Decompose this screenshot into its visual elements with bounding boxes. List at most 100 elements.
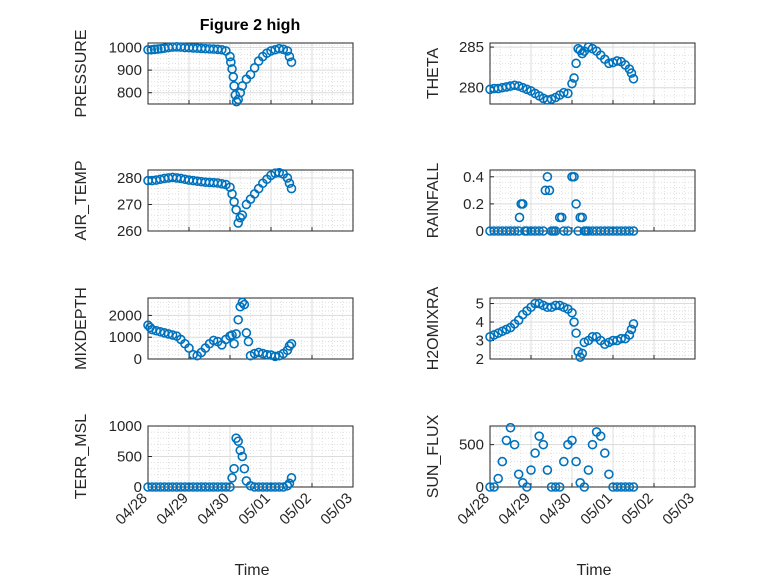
data-point	[558, 456, 569, 467]
data-point	[624, 330, 635, 340]
subplot-row4-left: 0 500 1000 04/28 04/29 04/30 05/01 05/02 05/03 TE…	[73, 414, 356, 529]
data-point	[243, 336, 254, 347]
data-point	[245, 69, 256, 80]
y-tick-label: 0.4	[463, 169, 484, 186]
y-tick-label: 900	[117, 62, 142, 79]
y-tick-label: 800	[117, 85, 142, 102]
data-point	[577, 348, 588, 359]
data-point	[522, 482, 532, 492]
data-point	[231, 329, 241, 339]
data-point	[235, 445, 246, 456]
y-axis-label: MIXDEPTH	[73, 287, 90, 370]
data-point	[228, 72, 239, 82]
data-point	[526, 465, 536, 475]
y-axis-label: AIR_TEMP	[73, 160, 90, 240]
data-point	[253, 183, 264, 194]
y-tick-label: 285	[459, 39, 484, 56]
y-tick-label: 4	[476, 314, 484, 331]
data-point	[493, 473, 504, 484]
x-tick-label: 05/01	[577, 490, 616, 529]
xlabel-right: Time	[577, 562, 612, 579]
data-point	[282, 173, 293, 183]
data-point	[239, 463, 250, 474]
subplot-row2-right: 0 0.2 0.4 RAINFALL	[425, 163, 696, 240]
data-point	[235, 212, 246, 223]
y-tick-label: 0	[476, 479, 484, 496]
y-tick-label: 0.2	[463, 196, 484, 213]
data-point	[233, 218, 243, 228]
data-point	[227, 330, 237, 340]
data-point	[534, 431, 545, 441]
data-point	[540, 185, 551, 196]
data-point	[249, 189, 260, 199]
data-point	[239, 299, 250, 310]
data-point	[514, 212, 525, 223]
data-point	[226, 57, 236, 68]
data-point	[583, 465, 594, 475]
data-point	[184, 343, 194, 353]
data-point	[604, 58, 614, 69]
y-tick-label: 5	[476, 296, 484, 313]
data-point	[556, 212, 567, 223]
axes-box	[489, 42, 696, 105]
y-tick-label: 270	[117, 196, 142, 213]
x-tick-label: 04/28	[454, 490, 493, 529]
data-point	[628, 482, 639, 492]
y-tick-label: 260	[117, 223, 142, 240]
data-point	[569, 73, 579, 83]
y-tick-label: 0	[134, 351, 142, 368]
data-point	[571, 58, 581, 69]
y-axis-label: RAINFALL	[425, 163, 442, 239]
y-axis-label: H2OMIXRA	[425, 286, 442, 370]
data-point	[241, 328, 252, 338]
data-point	[554, 482, 565, 492]
y-tick-label: 500	[459, 437, 484, 454]
data-point	[229, 81, 239, 91]
data-point	[571, 199, 581, 209]
data-point	[146, 44, 157, 55]
y-tick-label: 1000	[109, 40, 142, 57]
data-point	[587, 439, 598, 450]
data-point	[233, 436, 243, 447]
data-point	[489, 482, 499, 492]
data-point	[509, 80, 520, 91]
data-point	[544, 185, 555, 196]
data-point	[534, 226, 545, 236]
data-point	[628, 226, 639, 236]
data-point	[567, 78, 577, 89]
axes-layer: 800 900 1000 PRESSURE 280 285 THETA 260 270 280 AI…	[73, 29, 698, 528]
data-point	[149, 44, 160, 55]
data-point	[485, 482, 495, 492]
data-point	[538, 439, 549, 450]
data-point	[237, 210, 248, 220]
y-tick-label: 1000	[109, 329, 142, 346]
data-point	[284, 341, 295, 351]
y-tick-label: 2	[476, 351, 484, 368]
data-point	[227, 473, 237, 483]
data-point	[143, 44, 153, 55]
data-point	[595, 431, 606, 441]
x-tick-label: 05/03	[659, 490, 698, 529]
y-tick-label: 0	[134, 479, 142, 496]
data-point	[270, 351, 280, 362]
data-point	[237, 81, 248, 91]
data-point	[530, 448, 540, 458]
y-axis-label: TERR_MSL	[73, 414, 90, 499]
data-point	[286, 473, 297, 483]
data-point	[229, 463, 239, 474]
y-tick-label: 3	[476, 333, 484, 350]
y-tick-label: 500	[117, 449, 142, 466]
data-point	[626, 68, 637, 78]
data-point	[587, 332, 598, 342]
axes-box	[147, 42, 354, 105]
data-point	[624, 482, 635, 492]
axes-box	[147, 169, 354, 232]
data-point	[571, 328, 581, 338]
data-point	[229, 338, 239, 349]
data-point	[571, 456, 581, 467]
data-point	[563, 226, 573, 236]
data-point	[542, 171, 553, 182]
data-point	[509, 439, 520, 450]
data-point	[501, 435, 512, 446]
